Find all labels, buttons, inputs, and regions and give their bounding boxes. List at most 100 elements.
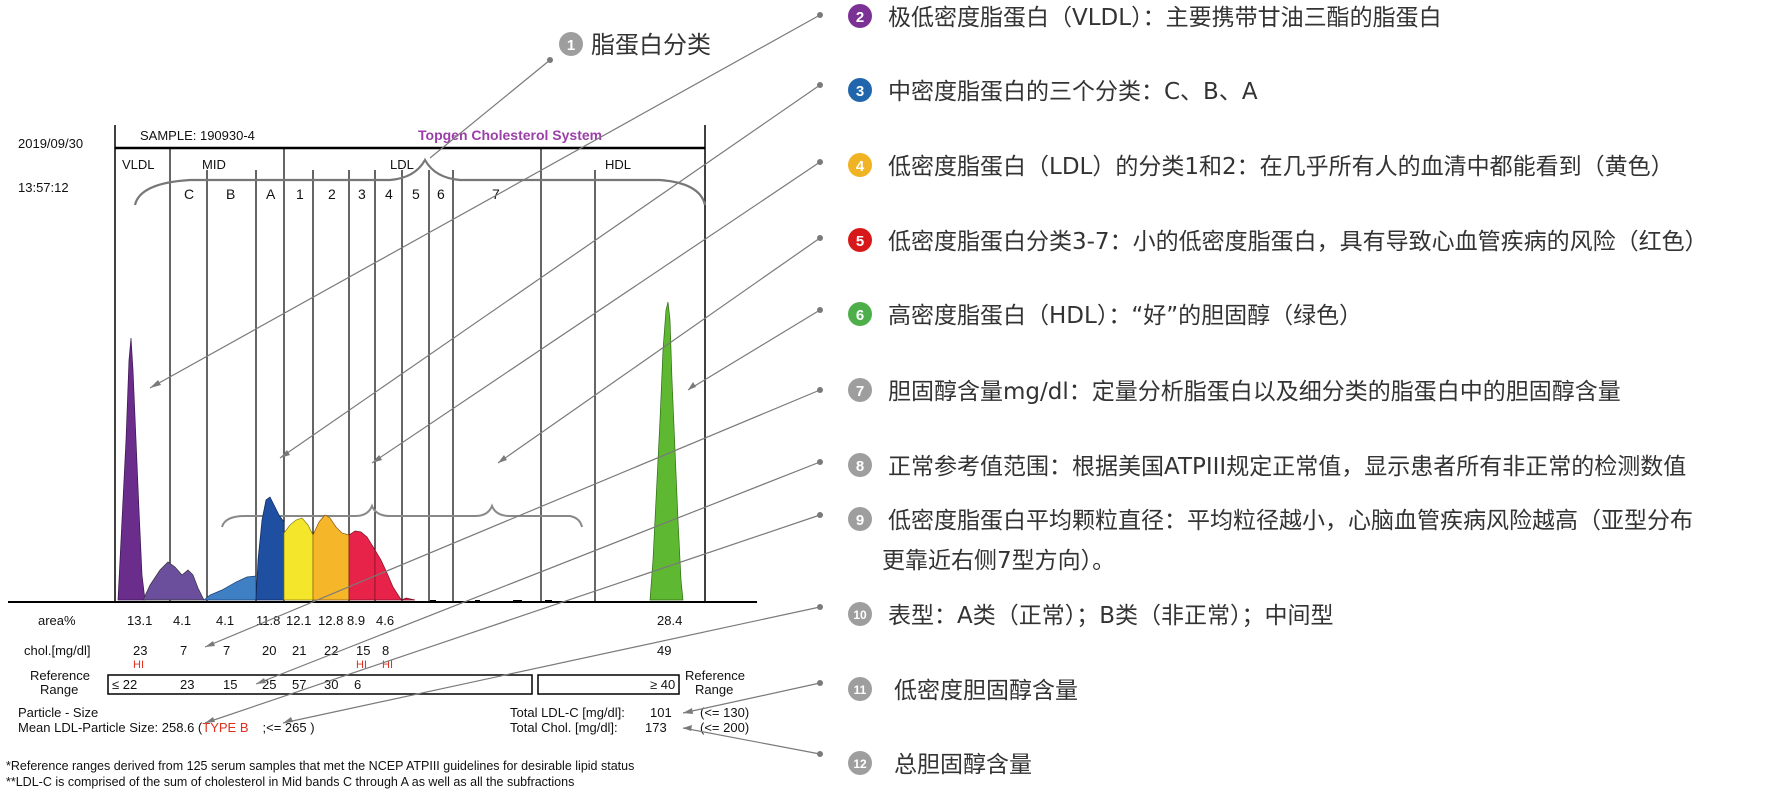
svg-text:12: 12 xyxy=(853,757,867,771)
band-label-5: 5 xyxy=(412,186,420,202)
group-ldl: LDL xyxy=(390,157,414,172)
annotation-2: 2 极低密度脂蛋白（VLDL）：主要携带甘油三酯的脂蛋白 xyxy=(848,4,1442,31)
group-hdl: HDL xyxy=(605,157,631,172)
chol-hdl: 49 xyxy=(657,643,671,658)
annotation-9-text: 低密度脂蛋白平均颗粒直径：平均粒径越小，心脑血管疾病风险越高（亚型分布 xyxy=(888,508,1693,534)
chol-4: 8 xyxy=(382,643,389,658)
footnote-1: *Reference ranges derived from 125 serum… xyxy=(6,759,634,773)
chol-2: 22 xyxy=(324,643,338,658)
area-row-label: area% xyxy=(38,613,76,628)
mid-b-peak xyxy=(203,575,257,601)
chol-c: 7 xyxy=(180,643,187,658)
hi-flag-vldl: HI xyxy=(133,659,144,671)
svg-text:5: 5 xyxy=(856,233,864,250)
group-mid: MID xyxy=(202,157,226,172)
svg-text:2: 2 xyxy=(856,9,864,26)
svg-text:1: 1 xyxy=(567,37,575,54)
ref-2: 30 xyxy=(324,677,338,692)
svg-text:4: 4 xyxy=(856,158,865,175)
group-vldl: VLDL xyxy=(122,157,155,172)
annotation-5-text: 低密度脂蛋白分类3-7：小的低密度脂蛋白，具有导致心血管疾病的风险（红色） xyxy=(888,229,1708,255)
hi-flag-4: HI xyxy=(382,659,393,671)
lipoprotein-brace xyxy=(133,157,707,206)
area-2: 12.8 xyxy=(318,613,343,628)
chart-frame xyxy=(8,125,757,603)
ref-hdl: ≥ 40 xyxy=(650,677,675,692)
band-label-1: 1 xyxy=(296,186,304,202)
annotation-5: 5 低密度脂蛋白分类3-7：小的低密度脂蛋白，具有导致心血管疾病的风险（红色） xyxy=(848,228,1708,255)
annotation-11-text: 低密度胆固醇含量 xyxy=(894,678,1078,704)
mid-a-peak xyxy=(255,496,285,601)
ref-3: 6 xyxy=(354,677,361,692)
vldl-peak xyxy=(117,337,146,601)
band-labels: C B A 1 2 3 4 5 6 7 xyxy=(184,186,500,202)
ldl-band-4 xyxy=(374,548,403,601)
band-label-3: 3 xyxy=(358,186,366,202)
total-ldl-value: 101 xyxy=(650,705,672,720)
ldl-band-5-7-tail xyxy=(401,597,416,601)
svg-text:6: 6 xyxy=(856,307,864,324)
ref-row: ≤ 22 23 15 25 57 30 6 ≥ 40 xyxy=(112,677,675,692)
total-chol-value: 173 xyxy=(645,720,667,735)
leader-arrowheads xyxy=(150,380,696,731)
ldl-band-1 xyxy=(283,517,314,601)
ref-vldl: ≤ 22 xyxy=(112,677,137,692)
band-label-6: 6 xyxy=(437,186,445,202)
chol-row-label: chol.[mg/dl] xyxy=(24,643,90,658)
band-label-7: 7 xyxy=(492,186,500,202)
sample-id: SAMPLE: 190930-4 xyxy=(140,128,255,143)
annotation-9: 9 低密度脂蛋白平均颗粒直径：平均粒径越小，心脑血管疾病风险越高（亚型分布 更靠… xyxy=(848,507,1693,574)
ref-label-right-1: Reference xyxy=(685,668,745,683)
band-label-2: 2 xyxy=(328,186,336,202)
particle-size-label: Particle - Size xyxy=(18,705,98,720)
mid-c-peak xyxy=(142,561,205,601)
total-chol-label: Total Chol. [mg/dl]: xyxy=(510,720,618,735)
total-ldl-label: Total LDL-C [mg/dl]: xyxy=(510,705,625,720)
svg-text:10: 10 xyxy=(853,608,867,622)
chol-row: 23 7 7 20 21 22 15 8 49 xyxy=(133,643,671,658)
ref-box-hdl xyxy=(537,674,680,695)
area-hdl: 28.4 xyxy=(657,613,682,628)
chol-vldl: 23 xyxy=(133,643,147,658)
band-label-b: B xyxy=(226,186,235,202)
ldl-band-3 xyxy=(348,530,376,601)
chol-1: 21 xyxy=(292,643,306,658)
annotation-3: 3 中密度脂蛋白的三个分类：C、B、A xyxy=(848,78,1258,105)
band-label-a: A xyxy=(266,186,276,202)
annotation-6-text: 高密度脂蛋白（HDL）：“好”的胆固醇（绿色） xyxy=(888,303,1362,329)
annotation-7-text: 胆固醇含量mg/dl：定量分析脂蛋白以及细分类的脂蛋白中的胆固醇含量 xyxy=(888,379,1621,405)
annotation-3-text: 中密度脂蛋白的三个分类：C、B、A xyxy=(888,79,1258,105)
hi-flags: HI HI HI xyxy=(133,659,393,671)
annotation-8: 8 正常参考值范围：根据美国ATPIII规定正常值，显示患者所有非正常的检测数值 xyxy=(848,453,1686,480)
ref-label-left-2: Range xyxy=(40,682,78,697)
svg-text:9: 9 xyxy=(856,512,864,529)
total-chol-ref: (<= 200) xyxy=(700,720,749,735)
area-4: 4.6 xyxy=(376,613,394,628)
ref-label-right-2: Range xyxy=(695,682,733,697)
total-ldl-ref: (<= 130) xyxy=(700,705,749,720)
hi-flag-3: HI xyxy=(356,659,367,671)
area-vldl: 13.1 xyxy=(127,613,152,628)
annotation-1: 1 脂蛋白分类 xyxy=(559,31,711,59)
svg-text:3: 3 xyxy=(856,83,864,100)
annotation-8-text: 正常参考值范围：根据美国ATPIII规定正常值，显示患者所有非正常的检测数值 xyxy=(888,454,1686,480)
chol-b: 7 xyxy=(223,643,230,658)
leader-dots xyxy=(547,12,823,757)
report-time: 13:57:12 xyxy=(18,180,69,195)
ref-label-left-1: Reference xyxy=(30,668,90,683)
annotation-4: 4 低密度脂蛋白（LDL）的分类1和2：在几乎所有人的血清中都能看到（黄色） xyxy=(848,153,1674,180)
svg-text:11: 11 xyxy=(854,683,867,697)
annotation-4-text: 低密度脂蛋白（LDL）的分类1和2：在几乎所有人的血清中都能看到（黄色） xyxy=(888,154,1674,180)
ref-1: 57 xyxy=(292,677,306,692)
area-b: 4.1 xyxy=(216,613,234,628)
annotation-6: 6 高密度脂蛋白（HDL）：“好”的胆固醇（绿色） xyxy=(848,302,1362,329)
hdl-peak xyxy=(649,301,684,601)
annotation-12-text: 总胆固醇含量 xyxy=(894,752,1032,778)
annotation-2-text: 极低密度脂蛋白（VLDL）：主要携带甘油三酯的脂蛋白 xyxy=(888,5,1442,31)
band-label-c: C xyxy=(184,186,194,202)
annotation-10-text: 表型：A类（正常）；B类（非正常）；中间型 xyxy=(888,603,1334,629)
area-1: 12.1 xyxy=(286,613,311,628)
ref-b: 15 xyxy=(223,677,237,692)
svg-text:7: 7 xyxy=(856,383,864,400)
